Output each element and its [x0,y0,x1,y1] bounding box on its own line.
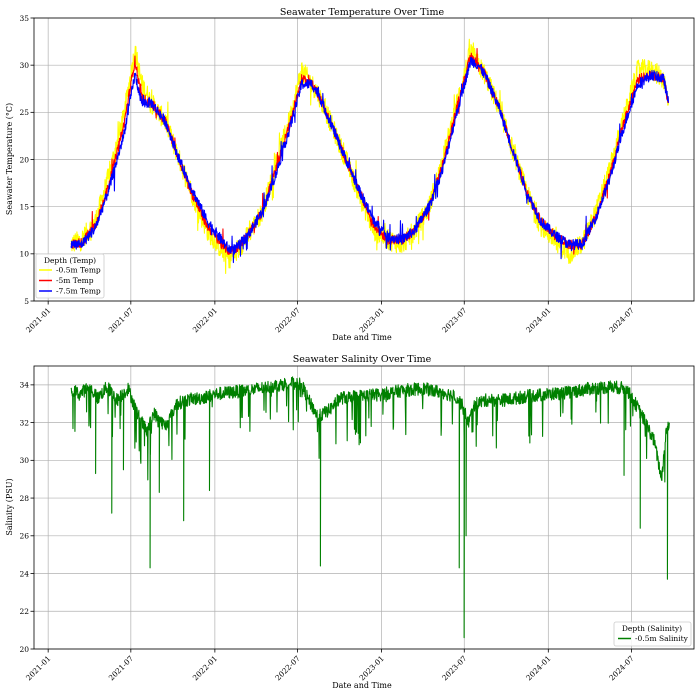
legend-label-5m-temp: -5m Temp [56,276,94,285]
y-tick-label: 25 [19,108,29,117]
temperature-legend: Depth (Temp) -0.5m Temp -5m Temp -7.5m T… [35,253,105,299]
salinity-x-ticks: 2021-01 2021-07 2022-01 2022-07 2023-01 2023-… [24,649,636,682]
x-tick-label: 2023-01 [358,306,386,334]
x-tick-label: 2024-01 [524,306,552,334]
y-tick-label: 15 [19,202,29,211]
x-tick-label: 2021-07 [107,306,136,335]
x-tick-label: 2022-01 [191,306,219,334]
x-tick-label: 2021-07 [107,654,136,683]
legend-label-0m5-salinity: -0.5m Salinity [635,634,689,643]
y-tick-label: 35 [19,14,29,23]
series-line-7-5m-temp [70,56,669,264]
salinity-y-ticks: 20 22 24 26 28 30 32 34 [19,381,34,654]
y-tick-label: 28 [19,494,29,503]
salinity-legend-title: Depth (Salinity) [622,624,682,633]
temperature-chart: Seawater Temperature Over Time 5 10 15 20 25… [5,7,695,342]
x-tick-label: 2021-01 [24,654,52,682]
legend-label-7m5-temp: -7.5m Temp [56,287,101,296]
y-tick-label: 20 [19,155,29,164]
temperature-x-ticks: 2021-01 2021-07 2022-01 2022-07 2023-01 2023-… [24,301,636,334]
y-tick-label: 20 [19,645,29,654]
temperature-x-axis-label: Date and Time [332,333,392,342]
salinity-series [70,376,670,639]
salinity-y-axis-label: Salinity (PSU) [5,478,14,535]
salinity-chart: Seawater Salinity Over Time 20 22 24 26 28 30… [5,354,695,690]
salinity-chart-title: Seawater Salinity Over Time [293,354,432,365]
x-tick-label: 2024-07 [607,654,636,683]
salinity-legend: Depth (Salinity) -0.5m Salinity [613,621,692,647]
temperature-legend-title: Depth (Temp) [44,256,96,265]
y-tick-label: 34 [19,381,29,390]
salinity-legend-box [613,621,692,647]
x-tick-label: 2024-07 [607,306,636,335]
x-tick-label: 2022-07 [273,306,302,335]
temperature-gridlines [34,17,694,302]
x-tick-label: 2023-01 [358,654,386,682]
y-tick-label: 10 [19,250,29,259]
temperature-y-axis-label: Seawater Temperature (°C) [5,103,14,215]
salinity-x-axis-label: Date and Time [332,681,392,690]
x-tick-label: 2021-01 [24,306,52,334]
x-tick-label: 2023-07 [440,306,469,335]
series-line-0-5m-temp [70,38,669,275]
y-tick-label: 32 [19,418,29,427]
y-tick-label: 26 [19,532,29,541]
y-tick-label: 5 [24,297,29,306]
y-tick-label: 22 [19,607,29,616]
y-tick-label: 30 [19,61,29,70]
x-tick-label: 2024-01 [524,654,552,682]
series-line-0-5m-salinity [70,376,670,639]
x-tick-label: 2023-07 [440,654,469,683]
y-tick-label: 30 [19,456,29,465]
x-tick-label: 2022-07 [273,654,302,683]
y-tick-label: 24 [19,569,29,578]
x-tick-label: 2022-01 [191,654,219,682]
temperature-y-ticks: 5 10 15 20 25 30 35 [19,14,34,306]
temperature-chart-title: Seawater Temperature Over Time [280,7,445,18]
legend-label-0m5-temp: -0.5m Temp [56,266,101,275]
salinity-plot-frame [33,365,695,650]
temperature-legend-box [35,253,105,299]
temperature-series [70,38,669,275]
